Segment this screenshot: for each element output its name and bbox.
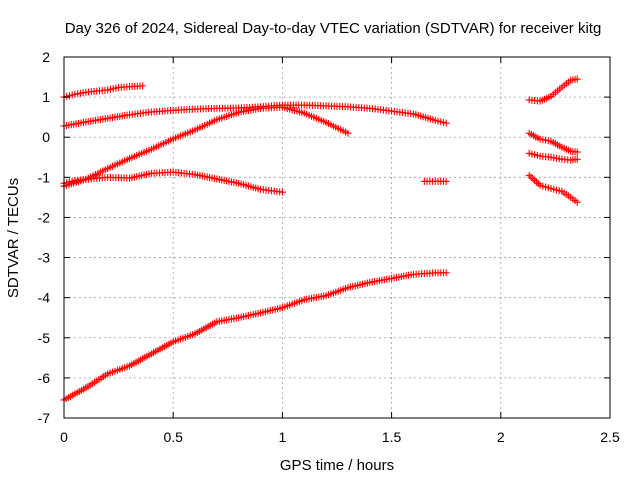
y-tick-label: 1	[42, 89, 50, 105]
data-point	[525, 171, 533, 179]
series-arc-5	[420, 177, 450, 185]
series-arc-9	[525, 149, 581, 164]
x-tick-label: 2.5	[600, 429, 620, 445]
data-point	[573, 155, 581, 163]
series-arc-1	[60, 82, 147, 101]
x-axis-label: GPS time / hours	[280, 457, 394, 474]
y-tick-label: -3	[38, 250, 51, 266]
x-tick-label: 1.5	[382, 429, 402, 445]
y-axis-label: SDTVAR / TECUs	[5, 178, 22, 298]
data-point	[344, 129, 352, 137]
data-point	[278, 188, 286, 196]
series-arc-7	[525, 75, 581, 105]
x-tick-label: 1	[279, 429, 287, 445]
y-tick-label: -4	[38, 290, 51, 306]
series-arc-6	[60, 269, 450, 404]
y-tick-label: -5	[38, 330, 51, 346]
series-arc-8	[525, 129, 581, 156]
y-tick-label: 0	[42, 129, 50, 145]
y-tick-label: -2	[38, 209, 51, 225]
y-tick-labels: -7 -6 -5 -4 -3 -2 -1 0 1 2	[38, 49, 51, 426]
data-point	[531, 176, 539, 184]
data-point	[442, 119, 450, 127]
series-arc-4	[60, 168, 286, 196]
tick-marks	[63, 56, 611, 419]
x-tick-labels: 0 0.5 1 1.5 2 2.5	[60, 429, 620, 445]
data-point	[442, 269, 450, 277]
series-arc-10	[525, 171, 581, 206]
series-arc-2	[60, 101, 450, 130]
y-tick-label: -7	[38, 410, 51, 426]
data-point	[573, 75, 581, 83]
x-tick-label: 0	[60, 429, 68, 445]
plot-frame	[63, 56, 611, 419]
data-point	[527, 173, 535, 181]
x-tick-label: 2	[497, 429, 505, 445]
y-tick-label: -1	[38, 169, 51, 185]
y-tick-label: -6	[38, 370, 51, 386]
y-tick-label: 2	[42, 49, 50, 65]
data-point	[529, 175, 537, 183]
data-point	[573, 198, 581, 206]
data-points	[60, 75, 581, 404]
data-point	[532, 178, 540, 186]
data-point	[442, 177, 450, 185]
x-tick-label: 0.5	[163, 429, 183, 445]
data-point	[139, 82, 147, 90]
data-point	[573, 148, 581, 156]
chart-title: Day 326 of 2024, Sidereal Day-to-day VTE…	[65, 20, 602, 37]
